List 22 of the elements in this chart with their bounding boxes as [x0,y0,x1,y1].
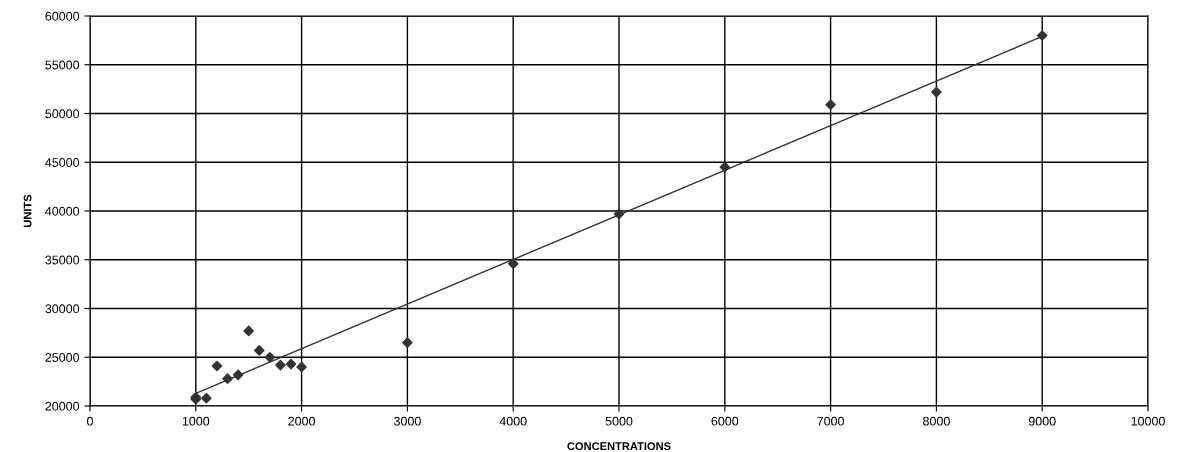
x-tick-label: 2000 [288,416,316,426]
x-tick-label: 5000 [605,416,633,426]
y-tick-label: 20000 [45,401,80,411]
y-axis-title: UNITS [23,194,32,227]
x-tick-label: 6000 [711,416,739,426]
x-tick-label: 10000 [1131,416,1165,426]
x-tick-label: 9000 [1028,416,1056,426]
y-tick-label: 55000 [45,60,80,70]
y-tick-label: 25000 [45,353,80,362]
y-tick-label: 45000 [45,158,80,167]
y-tick-label: 30000 [45,304,80,314]
x-tick-label: 8000 [923,416,950,426]
y-tick-label: 60000 [45,11,80,21]
x-tick-label: 1000 [182,416,210,426]
x-tick-label: 0 [87,416,93,426]
y-tick-label: 40000 [45,206,80,216]
y-tick-label: 50000 [45,109,80,119]
x-tick-label: 4000 [499,416,527,426]
x-tick-label: 3000 [393,416,421,426]
x-axis-title: CONCENTRATIONS [567,442,671,451]
y-tick-label: 35000 [45,255,80,265]
x-tick-label: 7000 [817,416,845,426]
